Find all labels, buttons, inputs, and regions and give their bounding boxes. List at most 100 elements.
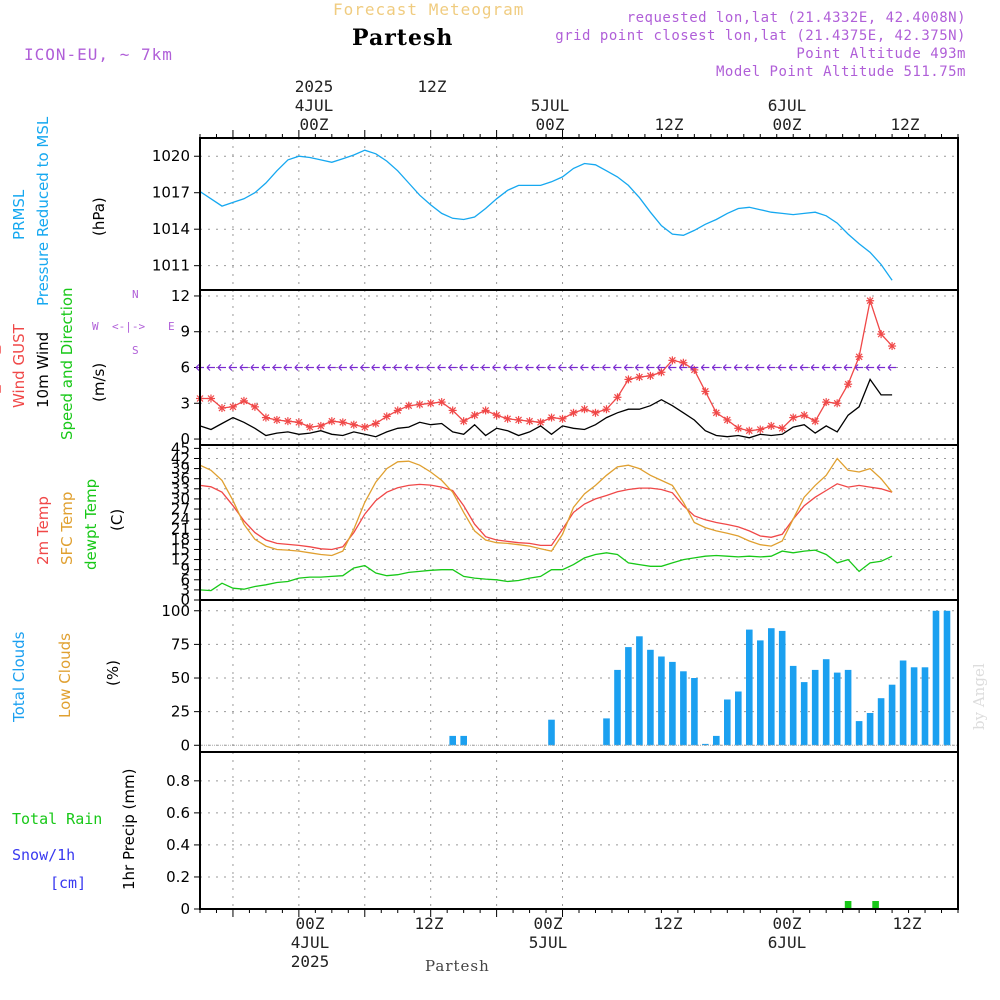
wind-direction-arrow (854, 364, 864, 371)
point-altitude: Point Altitude 493m (796, 46, 966, 62)
y-tick-label: 0 (180, 736, 190, 754)
gust-marker (558, 414, 567, 423)
time-label-top: 12Z (890, 115, 920, 134)
gust-marker (272, 415, 281, 424)
wind-direction-arrow (283, 364, 292, 371)
gust-marker (206, 394, 215, 403)
wind-direction-arrow (591, 364, 600, 371)
bar (636, 636, 643, 746)
y-tick-label: 3 (180, 394, 190, 412)
gust-marker (283, 417, 292, 426)
y-tick-label: 18 (171, 530, 190, 548)
bar (757, 640, 764, 746)
gust-marker (591, 408, 600, 417)
bar (899, 660, 907, 746)
wind-direction-arrow (865, 364, 875, 371)
gust-marker (261, 413, 270, 422)
wind-direction-arrow (624, 364, 633, 371)
grid-point-coords: grid point closest lon,lat (21.4375E, 42… (555, 28, 966, 44)
time-label-bottom: 00Z 5JUL (528, 914, 568, 952)
wind-direction-arrow (711, 364, 721, 371)
gust-marker (415, 400, 424, 409)
bar (921, 667, 929, 746)
gust-marker (855, 352, 864, 361)
data-layer (0, 149, 958, 910)
bar (658, 656, 665, 746)
wind-direction-arrow (580, 364, 589, 371)
gust-marker (459, 417, 468, 426)
compass-north: N (132, 288, 139, 301)
y-tick-label: 9 (180, 323, 190, 341)
model-altitude: Model Point Altitude 511.75m (715, 64, 966, 80)
y-tick-label: 50 (171, 669, 190, 687)
series-wind-gust (200, 298, 893, 432)
bar (844, 901, 852, 909)
gust-marker (602, 405, 611, 414)
wind-direction-arrow (470, 364, 479, 371)
gust-marker (723, 415, 732, 424)
bar (910, 667, 918, 746)
wind-direction-arrow (733, 364, 743, 371)
gust-marker (371, 419, 380, 428)
gust-marker (349, 420, 358, 429)
bar (603, 718, 610, 746)
compass-west: W (92, 320, 99, 333)
gust-marker (569, 408, 578, 417)
gust-marker (844, 380, 853, 389)
y-tick-label: 1017 (152, 184, 190, 202)
bar (735, 691, 742, 746)
y-tick-label: 25 (171, 703, 190, 721)
bar (746, 629, 753, 746)
y-tick-label: 0 (180, 430, 190, 448)
bar (833, 672, 841, 746)
compass-east: E (168, 320, 175, 333)
y-tick-label: 0.8 (166, 772, 190, 790)
wind-direction-arrow (272, 364, 281, 371)
gust-marker (316, 421, 325, 430)
time-label-top: 12Z (417, 77, 447, 96)
wind-direction-arrow (503, 364, 512, 371)
gust-marker (712, 408, 721, 417)
compass-south: S (132, 344, 139, 357)
wind-direction-arrow (876, 364, 886, 371)
wind-direction-arrow (239, 364, 248, 371)
gust-marker (580, 405, 589, 414)
gust-marker (668, 356, 677, 365)
y-tick-label: 3 (180, 581, 190, 599)
wind-direction-arrow (393, 364, 402, 371)
wind-direction-arrow (689, 364, 699, 371)
wind-direction-arrow (294, 364, 303, 371)
y-tick-label: 100 (161, 602, 190, 620)
gust-marker (404, 401, 413, 410)
time-label-bottom: 12Z (414, 914, 444, 933)
y-tick-label: 0 (180, 591, 190, 609)
bar (778, 630, 786, 746)
y-tick-label: 1020 (152, 147, 190, 165)
wind-direction-arrow (755, 364, 765, 371)
y-tick-label: 9 (180, 561, 190, 579)
gust-marker (305, 423, 314, 432)
gust-marker (294, 418, 303, 427)
y-tick-label: 39 (171, 460, 190, 478)
bar (844, 669, 852, 746)
y-tick-label: 24 (171, 510, 190, 528)
wind-direction-arrow (371, 364, 380, 371)
wind-direction-arrow (547, 364, 556, 371)
wind-direction-arrow (602, 364, 611, 371)
series-dewpt-temp (199, 549, 893, 592)
gust-marker (866, 296, 875, 305)
bar (943, 610, 951, 746)
bar (449, 735, 456, 746)
gust-marker (217, 404, 226, 413)
y-tick-label: 0.4 (166, 836, 190, 854)
gust-marker (239, 396, 248, 405)
gust-marker (800, 411, 809, 420)
gust-marker (778, 424, 787, 433)
wind-direction-arrow (382, 364, 391, 371)
series-2m-temp (199, 483, 893, 551)
gust-marker (646, 371, 655, 380)
panel-frame (199, 599, 959, 753)
gust-marker (877, 330, 886, 339)
gust-marker (338, 418, 347, 427)
model-label: ICON-EU, ~ 7km (24, 45, 173, 64)
